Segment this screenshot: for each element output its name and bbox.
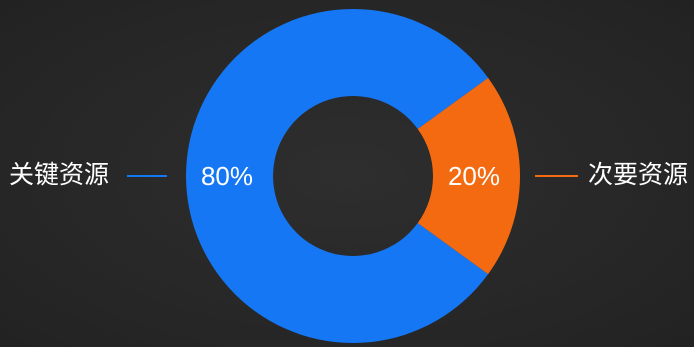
percent-label-key-resources: 80% xyxy=(201,161,253,191)
leader-line-key-resources xyxy=(127,175,167,177)
donut-slices xyxy=(186,8,520,344)
slice-key-resources xyxy=(186,8,489,344)
category-label-secondary-resources: 次要资源 xyxy=(587,160,688,189)
category-label-key-resources: 关键资源 xyxy=(9,160,110,189)
slice-secondary-resources xyxy=(417,77,520,275)
percent-labels: 80% 20% xyxy=(201,161,500,191)
percent-label-secondary-resources: 20% xyxy=(448,161,500,191)
leader-line-secondary-resources xyxy=(535,175,578,177)
